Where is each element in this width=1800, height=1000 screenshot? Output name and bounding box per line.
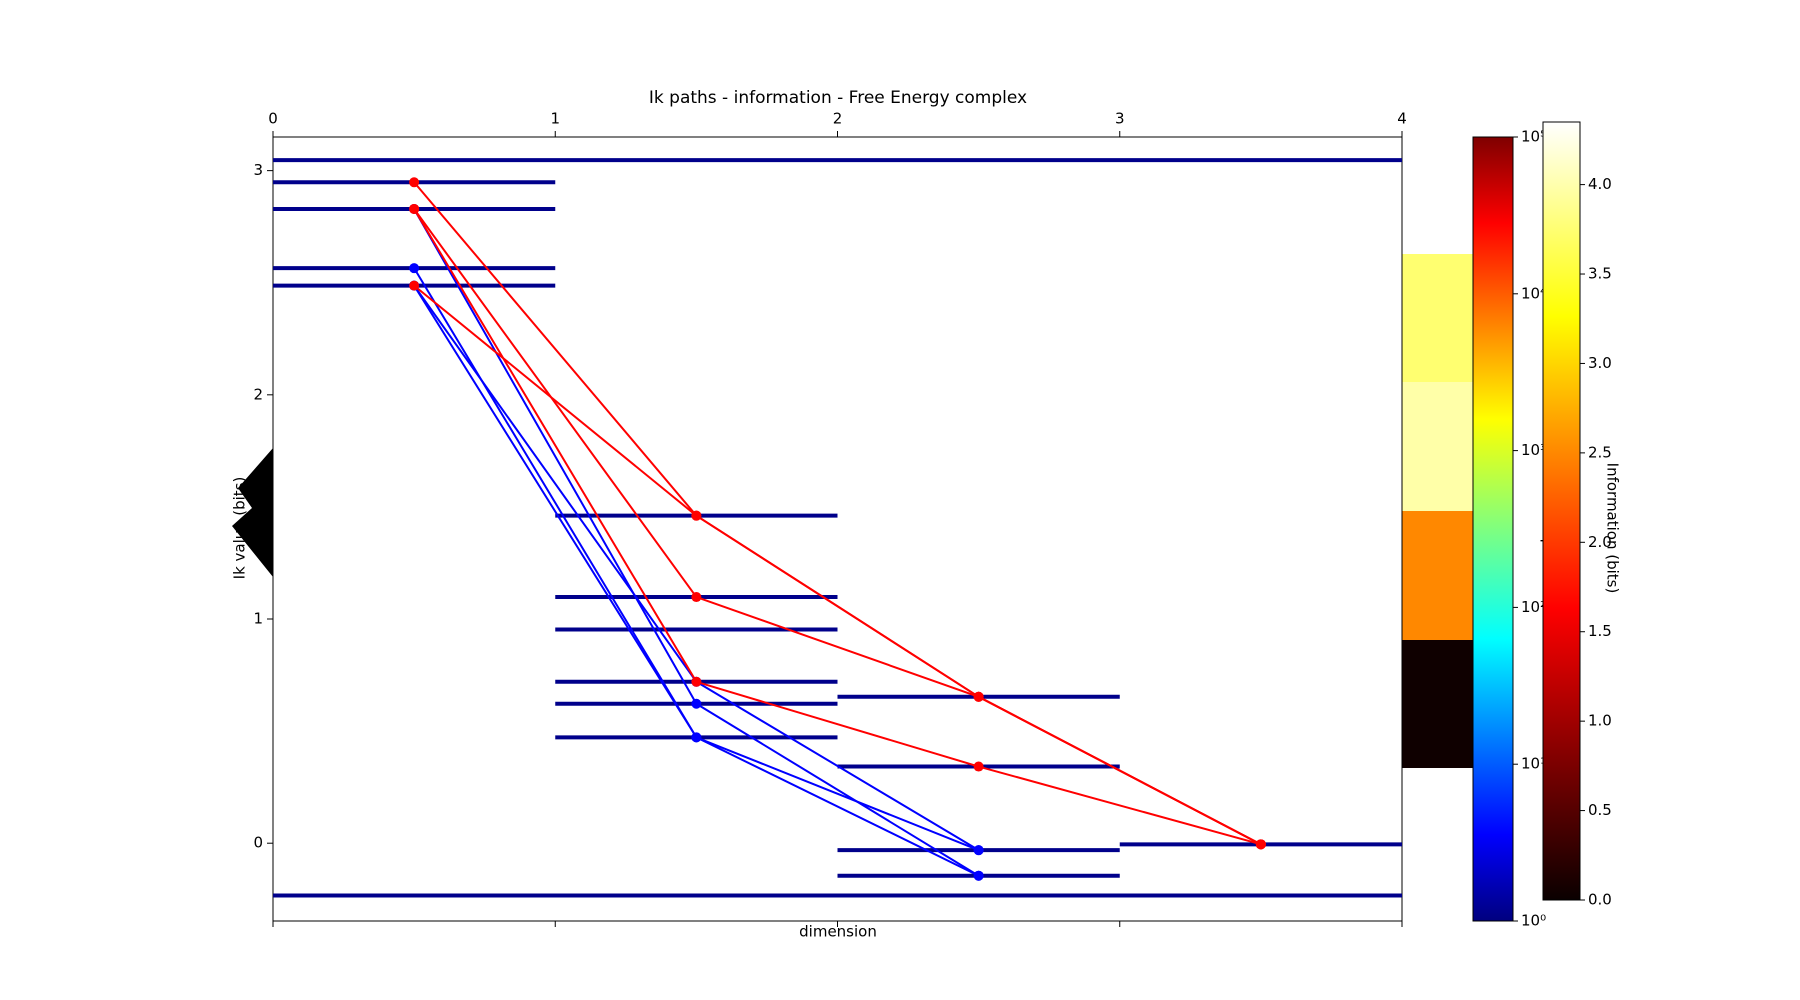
colorbar — [1542, 121, 1581, 901]
y-tick-label: 2 — [253, 385, 263, 403]
y-tick-label: 1 — [253, 610, 263, 628]
point — [691, 592, 702, 603]
colorbar-tick-label: 3.0 — [1588, 354, 1612, 372]
path-line — [413, 208, 1262, 846]
point — [409, 177, 420, 188]
colorbar-tick-label: 10¹ — [1521, 755, 1546, 773]
panel-cell — [1402, 254, 1473, 382]
colorbar-tick-label: 10² — [1521, 598, 1546, 616]
point — [973, 761, 984, 772]
x-tick-label: 2 — [833, 110, 843, 128]
colorbar-tick-label: 10⁴ — [1521, 284, 1546, 302]
artifact-shape — [232, 448, 273, 577]
point — [691, 676, 702, 687]
point — [973, 691, 984, 702]
colorbar-tick-label: 2.5 — [1588, 443, 1612, 461]
y-axis-label: Ik value (bits) — [231, 477, 249, 580]
path-line — [413, 285, 980, 877]
path-line — [413, 208, 980, 877]
x-tick-label: 3 — [1115, 110, 1125, 128]
colorbar-tick-label: 10⁵ — [1521, 128, 1546, 146]
x-tick-label: 4 — [1397, 110, 1407, 128]
path-line — [413, 181, 1262, 846]
point — [409, 280, 420, 291]
panel-cell — [1402, 382, 1473, 511]
point — [973, 870, 984, 881]
colorbar-tick-label: 1.5 — [1588, 622, 1612, 640]
colorbar-tick-label: 0.5 — [1588, 801, 1612, 819]
colorbar-tick-label: 0.0 — [1588, 891, 1612, 909]
colorbar-tick-label: 1.0 — [1588, 712, 1612, 730]
path-line — [413, 208, 1262, 846]
point — [1255, 839, 1266, 850]
colorbar-tick-label: 10³ — [1521, 441, 1546, 459]
point — [691, 732, 702, 743]
point — [691, 698, 702, 709]
chart-title: Ik paths - information - Free Energy com… — [649, 88, 1027, 108]
colorbar-tick-label: 10⁰ — [1521, 912, 1546, 930]
x-axis-label: dimension — [799, 923, 877, 941]
y-tick-label: 3 — [253, 161, 263, 179]
point — [409, 263, 420, 274]
colorbar-tick-label: 2.0 — [1588, 533, 1612, 551]
colorbar-label: Information (bits) — [1604, 463, 1622, 594]
x-tick-label: 0 — [268, 110, 278, 128]
path-line — [413, 284, 1262, 846]
colorbar-tick-label: 3.5 — [1588, 265, 1612, 283]
point — [409, 203, 420, 214]
x-tick-label: 1 — [550, 110, 560, 128]
panel-cell — [1402, 511, 1473, 640]
point — [973, 845, 984, 856]
y-tick-label: 0 — [253, 834, 263, 852]
panel-cell — [1402, 640, 1473, 768]
point — [691, 510, 702, 521]
colorbar — [1472, 136, 1514, 922]
colorbar-tick-label: 4.0 — [1588, 175, 1612, 193]
